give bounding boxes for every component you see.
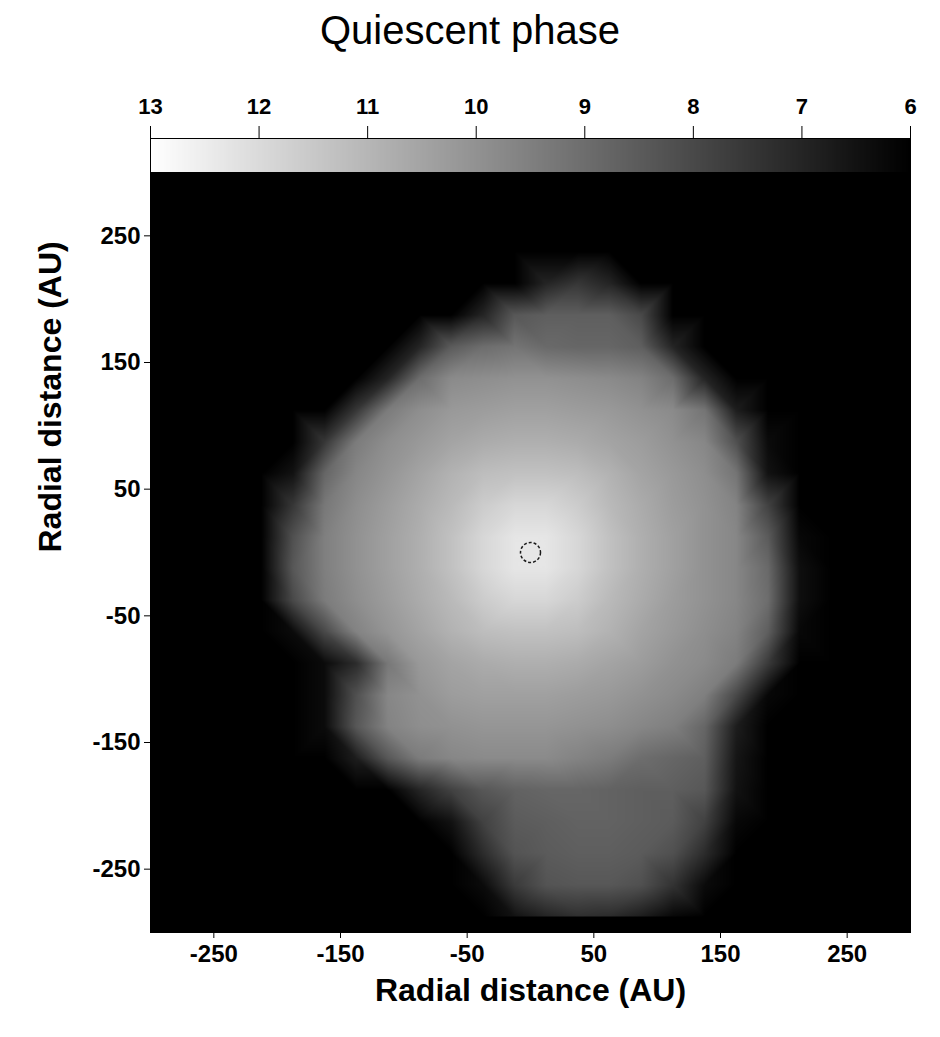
svg-text:Radial distance (AU): Radial distance (AU) bbox=[375, 972, 686, 1008]
svg-text:150: 150 bbox=[100, 348, 140, 375]
svg-text:250: 250 bbox=[100, 222, 140, 249]
svg-text:11: 11 bbox=[356, 94, 379, 119]
svg-text:6: 6 bbox=[904, 94, 916, 119]
svg-text:-50: -50 bbox=[450, 940, 485, 967]
svg-text:-250: -250 bbox=[92, 855, 140, 882]
svg-text:-150: -150 bbox=[316, 940, 364, 967]
svg-text:7: 7 bbox=[796, 94, 808, 119]
svg-text:250: 250 bbox=[827, 940, 867, 967]
svg-text:-250: -250 bbox=[190, 940, 238, 967]
svg-text:12: 12 bbox=[247, 94, 271, 119]
svg-text:150: 150 bbox=[700, 940, 740, 967]
svg-text:50: 50 bbox=[580, 940, 607, 967]
svg-text:-50: -50 bbox=[106, 602, 141, 629]
svg-text:-150: -150 bbox=[92, 728, 140, 755]
svg-text:8: 8 bbox=[687, 94, 699, 119]
svg-text:9: 9 bbox=[579, 94, 591, 119]
html-text:Quiescent phase: Quiescent phase bbox=[319, 8, 621, 52]
svg-text:Radial distance (AU): Radial distance (AU) bbox=[32, 241, 68, 552]
svg-text:10: 10 bbox=[464, 94, 488, 119]
svg-text:13: 13 bbox=[138, 94, 162, 119]
svg-text:50: 50 bbox=[114, 475, 141, 502]
